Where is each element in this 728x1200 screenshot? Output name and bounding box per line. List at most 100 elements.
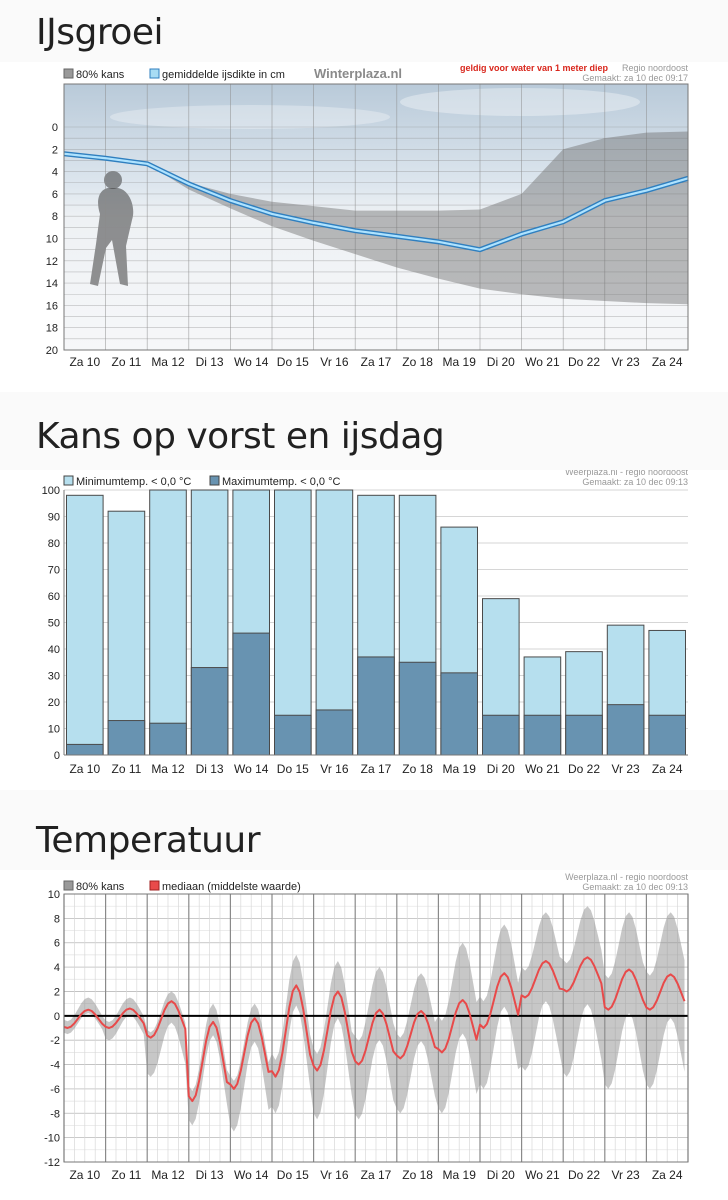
y-tick-label: 30 bbox=[48, 671, 60, 683]
plot-frame bbox=[63, 83, 689, 351]
x-tick-label: Zo 11 bbox=[112, 762, 142, 776]
x-tick-label: Vr 16 bbox=[320, 355, 349, 369]
x-tick-label: Do 15 bbox=[277, 1168, 309, 1182]
plot-frame bbox=[63, 893, 689, 1163]
frost-chance-chart: 0 10 20 30 40 50 60 70 80 90 100 Za 10 Zo 11 Ma 12 Di … bbox=[0, 470, 728, 790]
x-tick-label: Di 13 bbox=[196, 762, 224, 776]
bar-max-temp bbox=[149, 722, 187, 756]
y-tick-label: 40 bbox=[48, 644, 60, 656]
x-tick-label: Wo 21 bbox=[525, 355, 560, 369]
watermark-text: Winterplaza.nl bbox=[314, 66, 402, 81]
x-tick-label: Vr 23 bbox=[611, 762, 640, 776]
x-tick-label: Do 22 bbox=[568, 1168, 600, 1182]
bar-max-temp bbox=[606, 704, 645, 756]
x-tick-label: Zo 18 bbox=[402, 1168, 433, 1182]
y-tick-label: -8 bbox=[50, 1108, 60, 1120]
x-tick-label: Do 15 bbox=[277, 355, 309, 369]
x-tick-label: Vr 16 bbox=[320, 762, 349, 776]
temperature-chart: 10 8 6 4 2 0 -2 -4 -6 -8 -10 -12 Za 10 Zo 11 Ma 12 Di 1… bbox=[0, 870, 728, 1200]
y-tick-label: -4 bbox=[50, 1060, 60, 1072]
bar-max-temp bbox=[232, 632, 270, 756]
x-tick-label: Ma 19 bbox=[443, 1168, 477, 1182]
y-tick-label: -6 bbox=[50, 1084, 60, 1096]
y-tick-label: 8 bbox=[52, 211, 58, 223]
legend-label-min: Minimumtemp. < 0,0 °C bbox=[76, 476, 191, 488]
cloud-shape bbox=[400, 88, 640, 116]
bar-min-temp bbox=[66, 494, 104, 756]
y-tick-label: 100 bbox=[42, 485, 60, 497]
y-tick-label: 20 bbox=[46, 345, 58, 357]
x-tick-label: Ma 19 bbox=[443, 762, 477, 776]
x-tick-label: Wo 21 bbox=[525, 762, 560, 776]
x-tick-label: Di 13 bbox=[196, 355, 224, 369]
y-tick-label: 6 bbox=[52, 189, 58, 201]
y-tick-label: 4 bbox=[54, 962, 60, 974]
made-label: Gemaakt: za 10 dec 09:13 bbox=[582, 882, 688, 892]
y-tick-label: 4 bbox=[52, 167, 58, 179]
bar-max-temp bbox=[523, 714, 562, 756]
bar-min-temp bbox=[107, 510, 146, 756]
y-tick-label: 60 bbox=[48, 591, 60, 603]
bar-max-temp bbox=[357, 656, 395, 756]
y-tick-label: 8 bbox=[54, 913, 60, 925]
validity-note: geldig voor water van 1 meter diep bbox=[460, 63, 609, 73]
region-label: Regio noordoost bbox=[622, 63, 689, 73]
legend-swatch-min bbox=[63, 475, 74, 486]
bar-max-temp bbox=[107, 720, 146, 756]
y-tick-label: 16 bbox=[46, 300, 58, 312]
y-tick-label: 0 bbox=[54, 1011, 60, 1023]
x-tick-label: Di 20 bbox=[487, 1168, 515, 1182]
made-label: Gemaakt: za 10 dec 09:13 bbox=[582, 477, 688, 487]
x-tick-label: Di 20 bbox=[487, 355, 515, 369]
x-tick-label: Wo 14 bbox=[234, 762, 269, 776]
x-tick-label: Za 24 bbox=[652, 1168, 683, 1182]
temp-section-title: Temperatuur bbox=[36, 820, 261, 861]
y-tick-label: 0 bbox=[52, 122, 58, 134]
x-tick-label: Ma 12 bbox=[151, 355, 185, 369]
x-tick-label: Ma 12 bbox=[151, 1168, 185, 1182]
temp-median-line bbox=[63, 956, 686, 1103]
person-silhouette bbox=[90, 188, 134, 286]
bar-max-temp bbox=[398, 661, 437, 756]
x-tick-label: Do 22 bbox=[568, 762, 600, 776]
y-tick-label: 2 bbox=[52, 144, 58, 156]
x-tick-label: Wo 14 bbox=[234, 355, 269, 369]
y-tick-label: 70 bbox=[48, 565, 60, 577]
x-tick-label: Za 10 bbox=[69, 355, 100, 369]
person-head bbox=[104, 171, 122, 189]
y-tick-label: 18 bbox=[46, 323, 58, 335]
y-tick-label: 10 bbox=[48, 889, 60, 901]
x-tick-label: Za 17 bbox=[361, 355, 392, 369]
y-tick-label: 10 bbox=[48, 724, 60, 736]
source-label: Weerplaza.nl - regio noordoost bbox=[565, 872, 688, 882]
y-tick-label: 0 bbox=[54, 750, 60, 762]
bar-min-temp bbox=[149, 489, 187, 756]
bar-max-temp bbox=[190, 667, 229, 756]
y-tick-label: 20 bbox=[48, 697, 60, 709]
legend-swatch-band bbox=[63, 68, 74, 79]
bar-max-temp bbox=[66, 743, 104, 756]
x-tick-label: Wo 14 bbox=[234, 1168, 269, 1182]
frost-section-title: Kans op vorst en ijsdag bbox=[36, 416, 445, 457]
x-tick-label: Do 22 bbox=[568, 355, 600, 369]
legend-label-max: Maximumtemp. < 0,0 °C bbox=[222, 476, 340, 488]
y-tick-label: 6 bbox=[54, 938, 60, 950]
x-tick-label: Za 10 bbox=[69, 1168, 100, 1182]
x-tick-label: Zo 18 bbox=[402, 762, 433, 776]
y-tick-label: 12 bbox=[46, 256, 58, 268]
legend-swatch-band bbox=[63, 880, 74, 891]
y-tick-label: -10 bbox=[44, 1133, 60, 1145]
cloud-shape bbox=[110, 105, 390, 129]
x-tick-label: Zo 11 bbox=[112, 355, 142, 369]
y-tick-label: 14 bbox=[46, 278, 58, 290]
bar-max-temp bbox=[565, 714, 603, 756]
source-label: Weerplaza.nl - regio noordoost bbox=[565, 470, 688, 477]
bar-max-temp bbox=[440, 672, 478, 756]
x-tick-label: Di 13 bbox=[196, 1168, 224, 1182]
x-tick-label: Zo 11 bbox=[112, 1168, 142, 1182]
x-tick-label: Za 10 bbox=[69, 762, 100, 776]
made-label: Gemaakt: za 10 dec 09:17 bbox=[582, 73, 688, 83]
ice-80pct-band bbox=[64, 131, 688, 305]
y-tick-label: -12 bbox=[44, 1157, 60, 1169]
x-tick-label: Za 24 bbox=[652, 762, 683, 776]
